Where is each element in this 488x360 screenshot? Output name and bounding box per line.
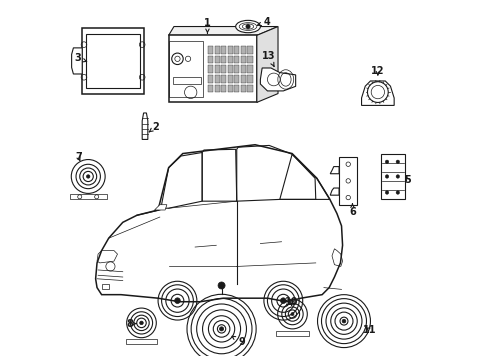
Circle shape	[395, 160, 399, 163]
Bar	[214, 85, 219, 92]
Text: 9: 9	[232, 336, 244, 347]
Circle shape	[140, 321, 143, 325]
Polygon shape	[96, 145, 342, 302]
Circle shape	[86, 175, 90, 178]
Circle shape	[174, 298, 180, 303]
Bar	[86, 33, 140, 88]
Bar	[169, 41, 203, 97]
Bar	[173, 77, 201, 84]
Circle shape	[342, 319, 345, 323]
Bar	[69, 194, 106, 199]
Text: 6: 6	[348, 204, 355, 217]
Bar	[214, 65, 219, 73]
Bar	[256, 42, 263, 96]
Bar	[126, 339, 157, 344]
Circle shape	[395, 191, 399, 194]
Bar	[214, 55, 219, 63]
Text: 10: 10	[285, 297, 298, 307]
Circle shape	[245, 24, 250, 29]
Bar	[234, 55, 239, 63]
Bar	[234, 75, 239, 82]
Polygon shape	[142, 113, 147, 139]
Bar	[234, 65, 239, 73]
Bar	[207, 55, 213, 63]
Text: 3: 3	[74, 53, 86, 63]
Text: 11: 11	[363, 325, 376, 335]
Bar	[207, 85, 213, 92]
Circle shape	[385, 175, 388, 178]
Text: 5: 5	[404, 175, 410, 185]
Bar	[247, 65, 252, 73]
Bar	[234, 85, 239, 92]
Bar	[247, 85, 252, 92]
Bar	[240, 65, 245, 73]
Text: 1: 1	[203, 18, 210, 33]
Polygon shape	[329, 167, 338, 174]
Polygon shape	[329, 188, 338, 195]
Bar	[240, 75, 245, 82]
Circle shape	[280, 298, 285, 303]
Bar	[247, 75, 252, 82]
Bar	[227, 46, 232, 54]
Text: 4: 4	[257, 17, 269, 27]
Polygon shape	[168, 27, 278, 35]
Bar	[214, 46, 219, 54]
Ellipse shape	[235, 21, 260, 33]
Bar	[227, 85, 232, 92]
Bar	[338, 157, 357, 205]
Bar	[227, 65, 232, 73]
Bar	[221, 46, 226, 54]
Bar	[247, 55, 252, 63]
Bar	[214, 75, 219, 82]
Bar	[227, 75, 232, 82]
Text: 12: 12	[370, 66, 384, 76]
Bar	[221, 85, 226, 92]
Polygon shape	[154, 205, 166, 210]
Bar	[240, 46, 245, 54]
Bar	[207, 46, 213, 54]
Circle shape	[385, 160, 388, 163]
Text: 7: 7	[75, 152, 81, 162]
Bar	[221, 75, 226, 82]
Text: 8: 8	[126, 319, 136, 329]
Bar	[247, 46, 252, 54]
Bar	[207, 65, 213, 73]
Bar	[82, 28, 143, 94]
Circle shape	[219, 327, 223, 331]
Text: 2: 2	[149, 122, 159, 132]
Circle shape	[385, 191, 388, 194]
Bar	[221, 65, 226, 73]
Text: 13: 13	[261, 51, 275, 66]
Bar	[227, 55, 232, 63]
Polygon shape	[260, 68, 295, 91]
Polygon shape	[256, 27, 278, 102]
Bar	[168, 35, 256, 102]
Circle shape	[218, 282, 224, 289]
Bar	[276, 332, 308, 336]
Bar	[380, 154, 404, 199]
Bar	[207, 75, 213, 82]
Bar	[234, 46, 239, 54]
Circle shape	[290, 312, 293, 316]
Polygon shape	[71, 48, 82, 74]
Bar	[221, 55, 226, 63]
Bar	[240, 85, 245, 92]
Bar	[240, 55, 245, 63]
Polygon shape	[361, 81, 393, 105]
Circle shape	[395, 175, 399, 178]
